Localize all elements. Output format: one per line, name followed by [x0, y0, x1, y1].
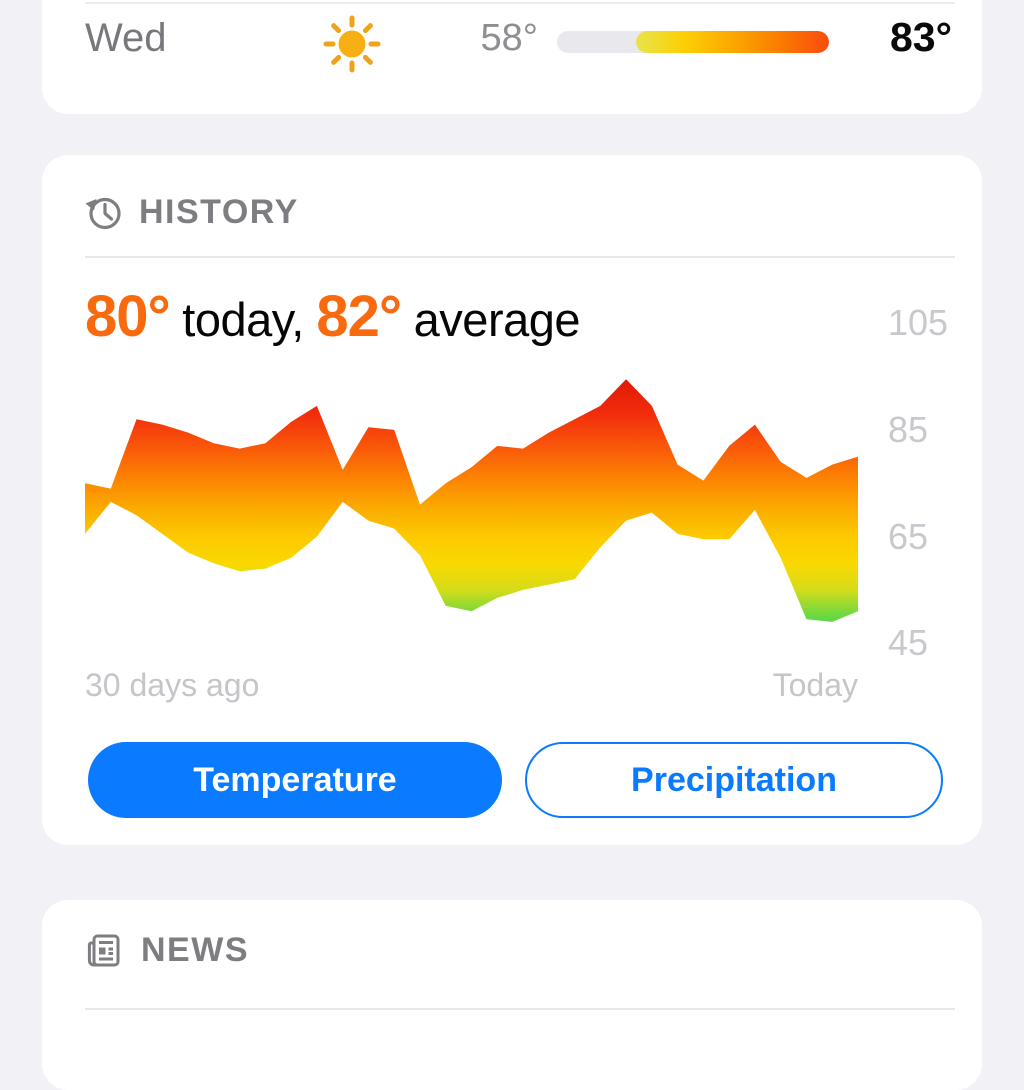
x-axis-label-end: Today: [772, 667, 858, 703]
history-headline: 80° today, 82° average: [85, 283, 581, 350]
temperature-band-chart[interactable]: [85, 360, 858, 660]
temp-range-bar: [557, 31, 829, 53]
low-temp-label: 58°: [480, 17, 538, 59]
x-axis-label-start: 30 days ago: [85, 667, 260, 703]
sun-icon: [323, 15, 381, 73]
y-axis-tick: 85: [888, 408, 929, 450]
history-divider: [85, 256, 955, 258]
history-header: HISTORY: [85, 193, 299, 232]
day-label: Wed: [85, 16, 167, 60]
newspaper-icon: [87, 934, 120, 967]
high-temp-label: 83°: [889, 14, 952, 60]
history-title: HISTORY: [139, 193, 299, 231]
temp-range-bar-fill: [635, 31, 829, 53]
today-temp-label: today,: [169, 293, 317, 346]
history-card: HISTORY 80° today, 82° average 105 85 65 45…: [42, 155, 982, 845]
news-title: NEWS: [141, 930, 249, 969]
news-card: NEWS: [42, 900, 982, 1090]
y-axis-tick: 65: [888, 515, 929, 557]
temperature-tab-button[interactable]: Temperature: [88, 742, 502, 818]
today-temp-value: 80°: [85, 284, 171, 349]
average-temp-value: 82°: [316, 284, 402, 349]
weather-app-screen: Wed 58° 83°: [42, 0, 982, 1090]
row-divider: [85, 2, 955, 4]
x-axis: 30 days ago Today: [85, 667, 858, 704]
average-temp-label: average: [401, 293, 581, 346]
news-header: NEWS: [85, 930, 249, 970]
y-axis-tick: 105: [888, 302, 949, 344]
history-clock-icon: [85, 197, 121, 229]
daily-forecast-card: Wed 58° 83°: [42, 0, 982, 114]
precipitation-tab-button[interactable]: Precipitation: [525, 742, 943, 818]
news-divider: [85, 1008, 955, 1010]
history-chart-region: 105 85 65 45: [85, 300, 985, 670]
y-axis-tick: 45: [888, 622, 929, 664]
